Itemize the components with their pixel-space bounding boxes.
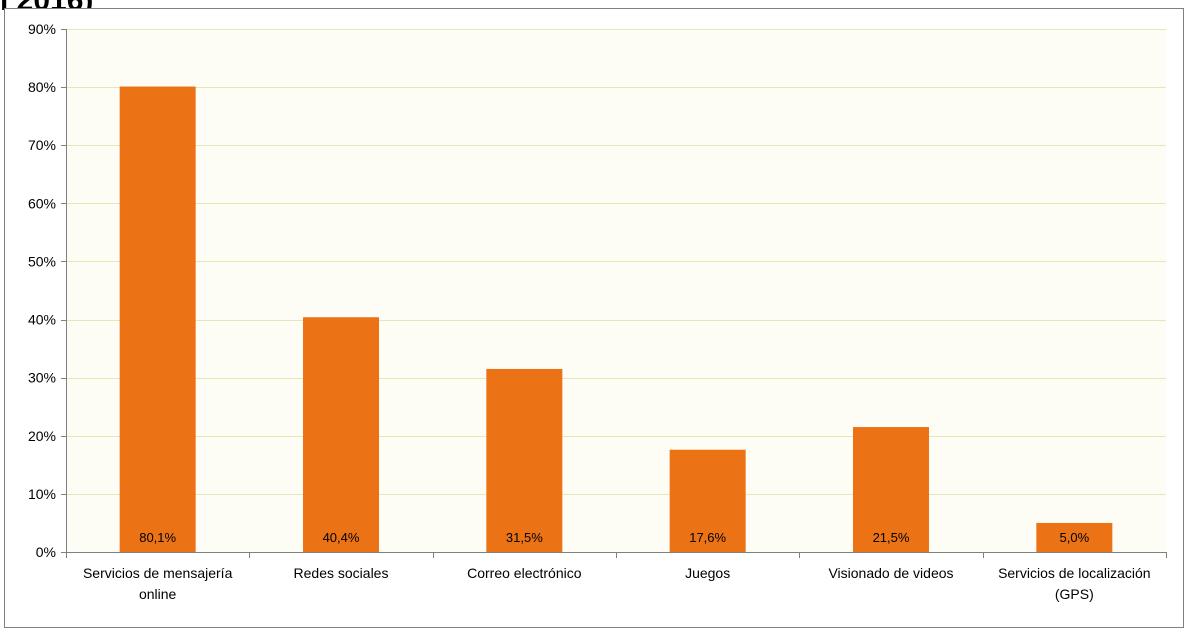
y-tick-label: 60% (28, 195, 56, 211)
bar (303, 317, 379, 552)
bar (119, 86, 196, 552)
y-tick-label: 0% (36, 544, 56, 560)
gridlines (66, 29, 1166, 495)
y-tick-label: 40% (28, 312, 56, 328)
x-axis-category-labels: Servicios de mensajería online Redes socia… (83, 565, 1151, 602)
bar-data-label: 5,0% (1060, 530, 1090, 545)
y-tick-label: 10% (28, 486, 56, 502)
x-category-label: Correo electrónico (467, 565, 582, 581)
y-axis-tick-labels: 0% 10% 20% 30% 40% 50% 60% 70% 80% 90% (28, 21, 56, 560)
y-tick-label: 80% (28, 79, 56, 95)
bar (486, 368, 563, 552)
y-tick-label: 30% (28, 370, 56, 386)
bar-data-label: 40,4% (323, 530, 360, 545)
bar-data-label: 21,5% (873, 530, 910, 545)
x-category-label: Servicios de mensajería online (83, 565, 233, 602)
bar-data-label: 17,6% (689, 530, 726, 545)
bar (669, 449, 746, 552)
x-category-label: Juegos (685, 565, 730, 581)
plot-area (66, 29, 1166, 552)
x-category-label: Redes sociales (294, 565, 389, 581)
y-tick-label: 50% (28, 253, 56, 269)
x-category-label: Servicios de localización (GPS) (998, 565, 1151, 602)
bar (853, 427, 929, 552)
y-tick-label: 20% (28, 428, 56, 444)
axes (61, 29, 1167, 558)
bar (1036, 522, 1113, 552)
x-category-label: Visionado de videos (828, 565, 953, 581)
bars (119, 86, 1113, 552)
bar-chart: 0% 10% 20% 30% 40% 50% 60% 70% 80% 90% Servicios … (28, 21, 1167, 602)
bar-data-labels: 80,1% 40,4% 31,5% 17,6% 21,5% 5,0% (139, 530, 1089, 545)
y-tick-label: 70% (28, 137, 56, 153)
bar-data-label: 80,1% (139, 530, 176, 545)
y-tick-label: 90% (28, 21, 56, 37)
bar-data-label: 31,5% (506, 530, 543, 545)
